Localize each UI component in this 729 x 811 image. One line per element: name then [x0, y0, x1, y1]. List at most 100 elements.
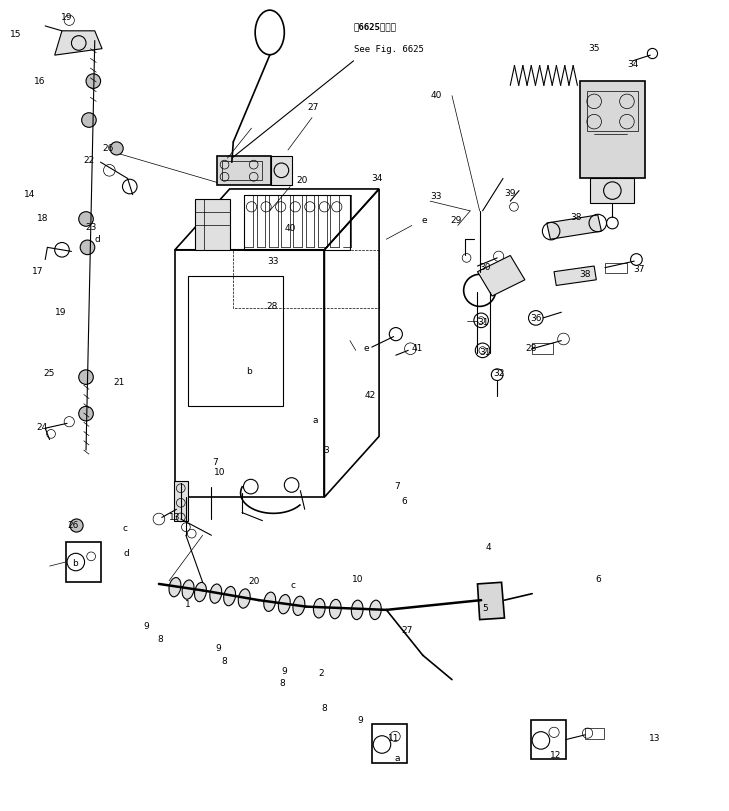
- Text: 33: 33: [268, 256, 279, 266]
- Text: b: b: [72, 559, 78, 569]
- Text: 19: 19: [55, 307, 66, 317]
- Text: 19: 19: [61, 13, 73, 23]
- Text: 16: 16: [34, 76, 46, 86]
- Ellipse shape: [169, 577, 181, 597]
- Text: d: d: [123, 548, 129, 558]
- Ellipse shape: [210, 584, 222, 603]
- Text: 34: 34: [627, 60, 639, 70]
- Ellipse shape: [330, 599, 341, 619]
- Text: 28: 28: [525, 344, 537, 354]
- Text: 23: 23: [85, 222, 97, 232]
- Polygon shape: [547, 215, 601, 239]
- Circle shape: [79, 406, 93, 421]
- Text: 35: 35: [588, 44, 600, 54]
- Text: 34: 34: [371, 174, 383, 183]
- Text: 2: 2: [318, 668, 324, 678]
- Text: 29: 29: [450, 216, 461, 225]
- Polygon shape: [195, 199, 230, 250]
- Text: 5: 5: [482, 603, 488, 613]
- Text: 18: 18: [36, 214, 48, 224]
- Polygon shape: [217, 156, 271, 185]
- Ellipse shape: [224, 586, 235, 606]
- Text: 14: 14: [23, 190, 35, 200]
- Bar: [531, 720, 566, 759]
- Text: 28: 28: [266, 302, 278, 311]
- Text: 42: 42: [364, 391, 376, 401]
- Ellipse shape: [195, 582, 206, 602]
- Ellipse shape: [278, 594, 290, 614]
- Text: c: c: [291, 581, 295, 590]
- Text: 8: 8: [222, 657, 227, 667]
- Text: 図6625図参照: 図6625図参照: [354, 23, 397, 32]
- Ellipse shape: [238, 589, 250, 608]
- Polygon shape: [477, 255, 525, 296]
- Text: 21: 21: [113, 378, 125, 388]
- Polygon shape: [477, 582, 504, 620]
- Ellipse shape: [293, 596, 305, 616]
- Text: 9: 9: [281, 667, 287, 676]
- Polygon shape: [590, 178, 634, 203]
- Text: e: e: [421, 216, 427, 225]
- Text: 4: 4: [486, 543, 491, 552]
- Bar: [244, 195, 350, 250]
- Text: 33: 33: [430, 191, 442, 201]
- Text: 40: 40: [284, 224, 296, 234]
- Text: 36: 36: [530, 314, 542, 324]
- Text: 15: 15: [10, 29, 22, 39]
- Polygon shape: [580, 81, 645, 178]
- Text: 32: 32: [494, 368, 505, 378]
- Text: 31: 31: [479, 348, 491, 358]
- Circle shape: [82, 113, 96, 127]
- Ellipse shape: [182, 580, 194, 599]
- Text: 20: 20: [297, 175, 308, 185]
- Text: 26: 26: [67, 521, 79, 530]
- Bar: [605, 263, 627, 273]
- Text: 25: 25: [43, 368, 55, 378]
- Circle shape: [79, 370, 93, 384]
- Ellipse shape: [351, 600, 363, 620]
- Text: 3: 3: [324, 445, 330, 455]
- Text: e: e: [363, 344, 369, 354]
- Circle shape: [70, 519, 83, 532]
- Text: 26: 26: [102, 144, 114, 153]
- Text: c: c: [123, 524, 128, 534]
- Ellipse shape: [255, 10, 284, 55]
- Bar: [372, 724, 407, 763]
- Circle shape: [79, 212, 93, 226]
- Text: 31: 31: [477, 318, 488, 328]
- Text: 10: 10: [214, 467, 226, 477]
- Text: 8: 8: [157, 634, 163, 644]
- Polygon shape: [55, 31, 102, 55]
- Text: a: a: [312, 415, 318, 425]
- Text: d: d: [94, 234, 100, 244]
- Text: 17: 17: [32, 267, 44, 277]
- Text: 1: 1: [184, 599, 190, 609]
- Text: 7: 7: [212, 457, 218, 467]
- Bar: [587, 91, 638, 131]
- Text: 9: 9: [216, 644, 222, 654]
- Text: a: a: [394, 753, 400, 763]
- Text: 12: 12: [550, 751, 561, 761]
- Ellipse shape: [370, 600, 381, 620]
- Circle shape: [86, 74, 101, 88]
- Text: 11: 11: [388, 733, 399, 743]
- Text: 6: 6: [402, 496, 408, 506]
- Text: 41: 41: [412, 344, 424, 354]
- Text: 9: 9: [357, 715, 363, 725]
- Text: 9: 9: [143, 621, 149, 631]
- Text: 22: 22: [83, 156, 95, 165]
- Text: 30: 30: [479, 263, 491, 272]
- Text: 37: 37: [634, 264, 645, 274]
- Text: 8: 8: [279, 679, 285, 689]
- Polygon shape: [271, 156, 292, 185]
- Text: 7: 7: [394, 482, 400, 491]
- Text: 6: 6: [595, 575, 601, 585]
- Ellipse shape: [313, 599, 325, 618]
- Text: 38: 38: [580, 269, 591, 279]
- Circle shape: [110, 142, 123, 155]
- Circle shape: [80, 240, 95, 255]
- Ellipse shape: [264, 592, 276, 611]
- Text: 8: 8: [321, 703, 327, 713]
- Bar: [188, 276, 283, 406]
- Text: See Fig. 6625: See Fig. 6625: [354, 45, 424, 54]
